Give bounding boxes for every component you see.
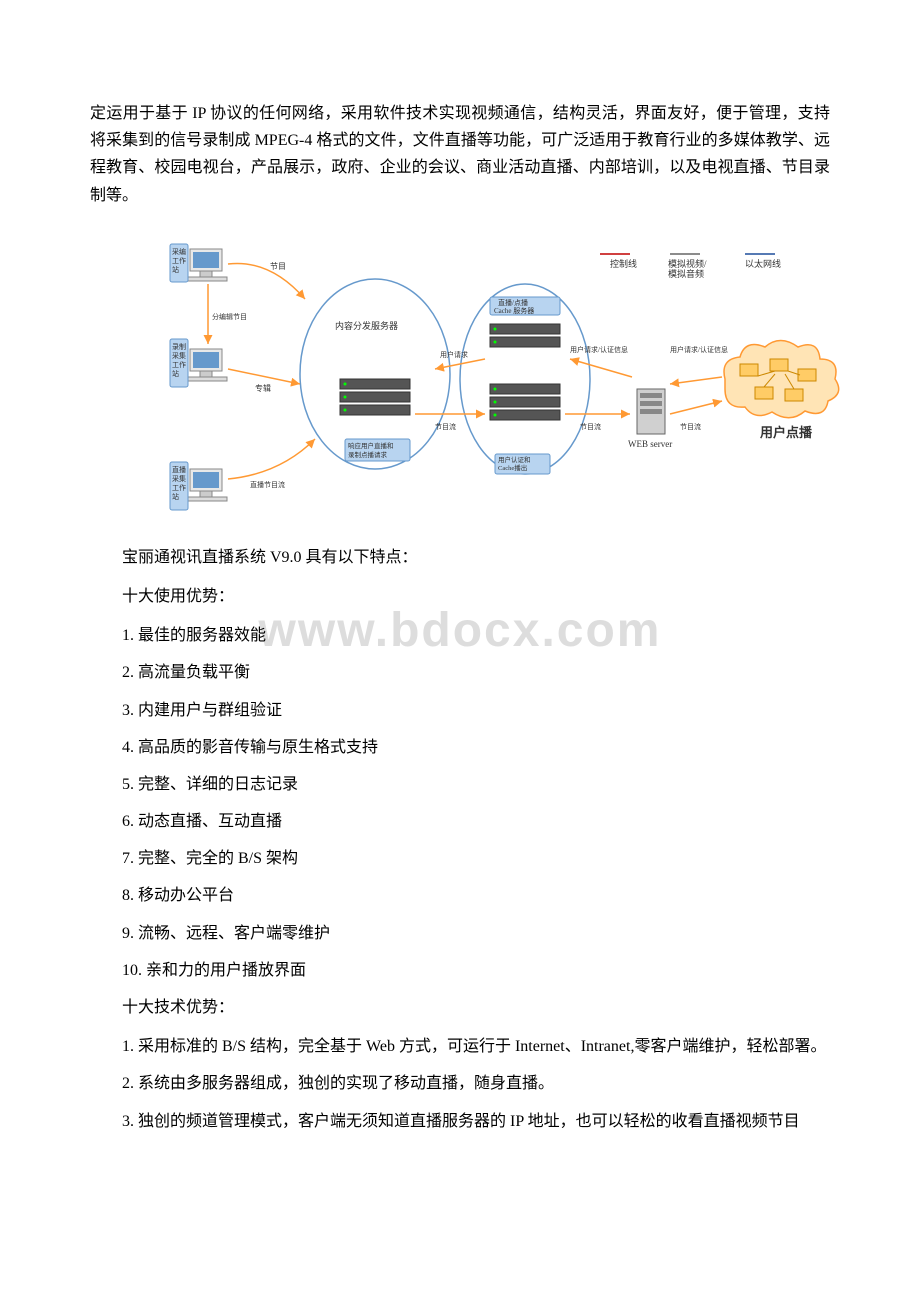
svg-text:直播节目流: 直播节目流 — [250, 480, 285, 489]
usage-item-2: 2. 高流量负载平衡 — [90, 659, 830, 686]
svg-text:用户请求/认证信息: 用户请求/认证信息 — [670, 345, 728, 354]
svg-text:节目流: 节目流 — [435, 422, 456, 431]
svg-text:工作: 工作 — [172, 483, 186, 492]
usage-item-3: 3. 内建用户与群组验证 — [90, 697, 830, 724]
usage-item-9: 9. 流畅、远程、客户端零维护 — [90, 920, 830, 947]
svg-text:专辑: 专辑 — [255, 383, 271, 393]
usage-item-5: 5. 完整、详细的日志记录 — [90, 771, 830, 798]
record-workstation: 录制 采集 工作 站 — [170, 339, 227, 387]
legend-analog: 模拟视频/ — [668, 258, 707, 269]
svg-text:用户请求: 用户请求 — [440, 350, 468, 359]
legend-control-line: 控制线 — [610, 258, 637, 269]
svg-text:用户点播: 用户点播 — [759, 425, 813, 440]
usage-item-6: 6. 动态直播、互动直播 — [90, 808, 830, 835]
svg-text:节目流: 节目流 — [580, 422, 601, 431]
user-cloud: 用户点播 — [724, 340, 839, 440]
web-server: WEB server — [628, 389, 672, 449]
features-title: 宝丽通视讯直播系统 V9.0 具有以下特点： — [90, 544, 830, 571]
tech-advantages-title: 十大技术优势： — [90, 994, 830, 1021]
usage-advantages-title: 十大使用优势： — [90, 583, 830, 610]
svg-text:工作: 工作 — [172, 256, 186, 265]
tech-item-2: 2. 系统由多服务器组成，独创的实现了移动直播，随身直播。 — [90, 1070, 830, 1097]
svg-text:响应用户直播和: 响应用户直播和 — [348, 441, 394, 450]
svg-text:采集: 采集 — [172, 351, 186, 360]
diagram-legend: 控制线 模拟视频/ 模拟音频 以太网线 — [600, 254, 781, 279]
usage-item-4: 4. 高品质的影音传输与原生格式支持 — [90, 734, 830, 761]
diagram-arrows: 节目 分编辑节目 专辑 直播节目流 用户请求 节目流 用户请求/认证信息 — [208, 262, 728, 489]
usage-item-10: 10. 亲和力的用户播放界面 — [90, 957, 830, 984]
svg-text:Cache播出: Cache播出 — [498, 463, 527, 472]
svg-text:直播: 直播 — [172, 465, 186, 474]
svg-text:采编: 采编 — [172, 247, 186, 256]
svg-text:采集: 采集 — [172, 474, 186, 483]
legend-ethernet: 以太网线 — [745, 258, 781, 269]
edit-workstation: 采编 工作 站 — [170, 244, 227, 282]
intro-paragraph: 定运用于基于 IP 协议的任何网络，采用软件技术实现视频通信，结构灵活，界面友好… — [90, 100, 830, 209]
svg-text:录制点播请求: 录制点播请求 — [348, 450, 388, 459]
svg-text:内容分发服务器: 内容分发服务器 — [335, 320, 398, 331]
cache-cloud: 直播/点播 Cache 服务器 — [460, 284, 590, 474]
svg-text:直播/点播: 直播/点播 — [498, 298, 528, 307]
usage-item-8: 8. 移动办公平台 — [90, 882, 830, 909]
svg-text:站: 站 — [172, 265, 179, 274]
live-workstation: 直播 采集 工作 站 — [170, 462, 227, 510]
legend-analog2: 模拟音频 — [668, 268, 704, 279]
svg-text:站: 站 — [172, 369, 179, 378]
svg-text:工作: 工作 — [172, 360, 186, 369]
document-content: 定运用于基于 IP 协议的任何网络，采用软件技术实现视频通信，结构灵活，界面友好… — [90, 100, 830, 1135]
diagram-svg: 控制线 模拟视频/ 模拟音频 以太网线 采编 工作 站 — [150, 229, 860, 529]
tech-item-3: 3. 独创的频道管理模式，客户端无须知道直播服务器的 IP 地址，也可以轻松的收… — [90, 1108, 830, 1135]
svg-text:节目: 节目 — [270, 262, 286, 271]
svg-text:Cache 服务器: Cache 服务器 — [494, 306, 534, 315]
svg-text:节目流: 节目流 — [680, 422, 701, 431]
svg-text:分编辑节目: 分编辑节目 — [212, 312, 247, 321]
svg-text:用户请求/认证信息: 用户请求/认证信息 — [570, 345, 628, 354]
svg-text:站: 站 — [172, 492, 179, 501]
usage-item-1: 1. 最佳的服务器效能 — [90, 622, 830, 649]
usage-item-7: 7. 完整、完全的 B/S 架构 — [90, 845, 830, 872]
network-diagram: 控制线 模拟视频/ 模拟音频 以太网线 采编 工作 站 — [150, 229, 860, 529]
svg-text:录制: 录制 — [172, 342, 186, 351]
tech-item-1: 1. 采用标准的 B/S 结构，完全基于 Web 方式，可运行于 Interne… — [90, 1033, 830, 1060]
svg-text:WEB server: WEB server — [628, 439, 672, 449]
svg-text:用户认证和: 用户认证和 — [498, 455, 531, 464]
